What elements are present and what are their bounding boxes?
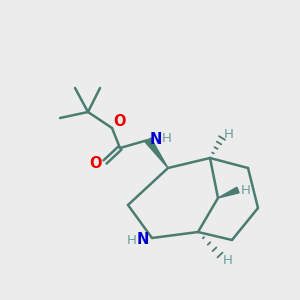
Text: N: N (150, 131, 162, 146)
Text: H: H (127, 233, 137, 247)
Text: H: H (241, 184, 251, 196)
Text: H: H (223, 254, 233, 266)
Polygon shape (218, 187, 239, 198)
Text: H: H (224, 128, 234, 142)
Text: H: H (162, 133, 172, 146)
Polygon shape (145, 138, 168, 168)
Text: N: N (137, 232, 149, 247)
Text: O: O (90, 155, 102, 170)
Text: O: O (113, 113, 125, 128)
